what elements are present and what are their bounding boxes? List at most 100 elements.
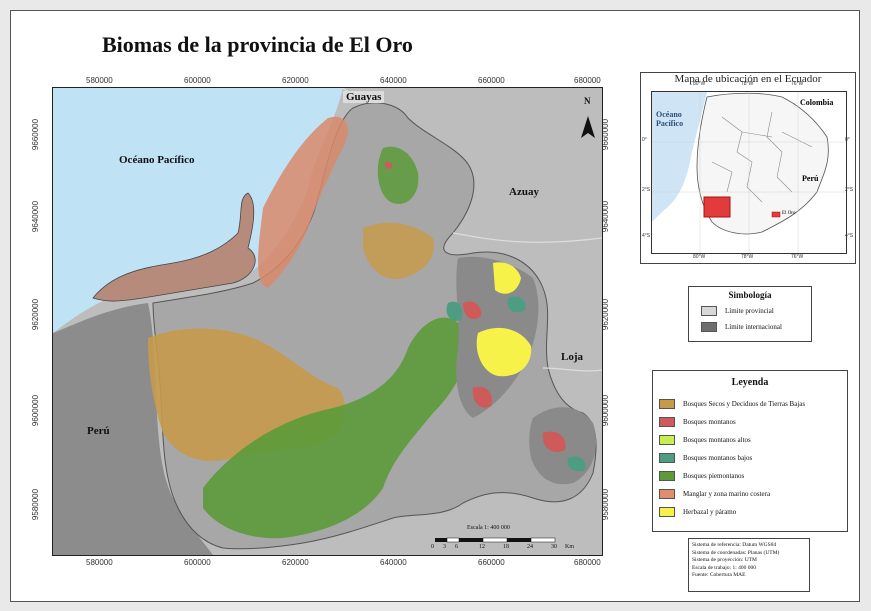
scale-tick: 6 xyxy=(455,544,458,550)
legend-item: Bosques montanos bajos xyxy=(659,453,752,463)
peru-area xyxy=(53,303,213,555)
scale-tick: 0 xyxy=(431,544,434,550)
y-tick: 9580000 xyxy=(31,488,41,521)
swatch-dry-forest xyxy=(659,399,675,409)
map-title: Biomas de la provincia de El Oro xyxy=(102,32,413,57)
inset-lat-tick: 4°S xyxy=(642,233,651,239)
legend-item: Bosques Secos y Deciduos de Tierras Baja… xyxy=(659,399,805,409)
inset-panel: Mapa de ubicación en el Ecuador Océano P… xyxy=(640,72,856,264)
low-montane-forest-2 xyxy=(446,301,463,321)
inset-el-oro-label: El Oro xyxy=(782,211,796,216)
legend-label: Bosques piemontanos xyxy=(683,472,745,480)
inset-ocean xyxy=(652,92,707,222)
north-arrow-icon xyxy=(581,116,595,138)
dry-forest-north xyxy=(363,222,434,279)
scale-title: Escala 1: 400 000 xyxy=(467,525,510,531)
scale-tick: 30 xyxy=(551,544,557,550)
simbologia-box: Simbología Límite provincial Límite inte… xyxy=(688,286,812,342)
inset-lat-tick: 0° xyxy=(642,137,647,143)
mangrove-islands xyxy=(92,192,256,302)
label-peru: Perú xyxy=(87,425,110,437)
swatch-montane xyxy=(659,417,675,427)
mangrove-coastal xyxy=(258,116,348,288)
x-tick: 600000 xyxy=(184,76,211,85)
metadata-line: Sistema de referencia: Datum WGS84 xyxy=(692,542,777,548)
swatch-high-montane xyxy=(659,435,675,445)
inset-ocean-label: Océano Pacífico xyxy=(656,110,684,128)
label-azuay: Azuay xyxy=(509,186,539,198)
border-loja xyxy=(542,367,602,372)
inset-colombia-label: Colombia xyxy=(800,98,834,107)
x-tick: 660000 xyxy=(478,558,505,567)
scale-bar xyxy=(435,537,556,543)
legend-item: Herbazal y páramo xyxy=(659,507,736,517)
legend-label: Manglar y zona marino costera xyxy=(683,490,771,498)
simbologia-label: Límite internacional xyxy=(725,323,782,331)
inset-lon-tick: 76°W xyxy=(791,254,804,260)
label-ocean: Océano Pacífico xyxy=(119,154,195,166)
montane-forest-2 xyxy=(472,386,492,408)
y-tick: 9660000 xyxy=(31,118,41,151)
inset-lat-tick: 2°S xyxy=(642,187,651,193)
montane-forest-north xyxy=(384,161,393,169)
inset-peru-label: Perú xyxy=(802,174,819,183)
swatch-low-montane xyxy=(659,453,675,463)
x-tick: 640000 xyxy=(380,558,407,567)
x-tick: 620000 xyxy=(282,558,309,567)
y-tick: 9640000 xyxy=(31,200,41,233)
inset-lon-tick: 76°W xyxy=(791,81,804,87)
x-tick: 660000 xyxy=(478,76,505,85)
swatch-mangrove xyxy=(659,489,675,499)
north-label: N xyxy=(584,96,591,106)
inset-legend-swatch xyxy=(771,211,781,218)
swatch-piedmont xyxy=(659,471,675,481)
scale-tick: 12 xyxy=(479,544,485,550)
inset-provinces xyxy=(711,111,813,203)
simbologia-label: Límite provincial xyxy=(725,307,774,315)
legend-label: Bosques montanos xyxy=(683,418,736,426)
metadata-line: Escala de trabajo: 1: 400 000 xyxy=(692,564,756,571)
scale-unit: Km xyxy=(565,544,574,550)
montane-forest-3 xyxy=(542,431,566,453)
metadata-line: Sistema de coordenadas: Planas (UTM) xyxy=(692,549,780,556)
piedmont-forest xyxy=(203,317,467,539)
swatch-provincial xyxy=(701,306,717,316)
inset-map[interactable]: Océano Pacífico Colombia Perú El Oro xyxy=(651,91,847,254)
swatch-international xyxy=(701,322,717,332)
metadata-box: Sistema de referencia: Datum WGS84 Siste… xyxy=(688,538,810,592)
legend-label: Herbazal y páramo xyxy=(683,508,737,516)
piedmont-forest-north xyxy=(377,146,419,204)
simbologia-title: Simbología xyxy=(728,290,772,300)
label-loja: Loja xyxy=(561,351,583,363)
simbologia-item: Límite provincial xyxy=(701,306,774,316)
x-tick: 580000 xyxy=(86,558,113,567)
legend-label: Bosques montanos bajos xyxy=(683,454,753,462)
inset-lat-tick: 4°S xyxy=(845,233,854,239)
y-tick: 9620000 xyxy=(31,298,41,331)
inset-lat-tick: 0° xyxy=(845,137,850,143)
legend-item: Bosques montanos xyxy=(659,417,736,427)
inset-lon-tick: 80°W xyxy=(693,81,706,87)
x-tick: 580000 xyxy=(86,76,113,85)
low-montane-forest-3 xyxy=(567,456,586,472)
ocean xyxy=(53,88,343,333)
legend-item: Bosques montanos altos xyxy=(659,435,751,445)
montane-forest-1 xyxy=(463,301,482,320)
inset-lon-tick: 78°W xyxy=(741,254,754,260)
x-tick: 640000 xyxy=(380,76,407,85)
metadata-line: Sistema de proyección: UTM xyxy=(692,557,757,564)
inset-lon-tick: 78°W xyxy=(741,81,754,87)
main-map-svg xyxy=(53,88,602,555)
x-tick: 680000 xyxy=(574,558,601,567)
border-azuay xyxy=(452,232,602,243)
inset-el-oro xyxy=(703,196,731,218)
main-map[interactable]: Océano Pacífico Guayas Azuay Loja Perú N… xyxy=(52,87,603,556)
label-guayas: Guayas xyxy=(343,91,385,103)
legend-label: Bosques Secos y Deciduos de Tierras Baja… xyxy=(683,400,806,408)
simbologia-item: Límite internacional xyxy=(701,322,782,332)
low-montane-forest-1 xyxy=(507,296,526,313)
scale-tick: 3 xyxy=(443,544,446,550)
legend-item: Bosques piemontanos xyxy=(659,471,744,481)
y-tick: 9600000 xyxy=(31,394,41,427)
inset-lat-tick: 2°S xyxy=(845,187,854,193)
